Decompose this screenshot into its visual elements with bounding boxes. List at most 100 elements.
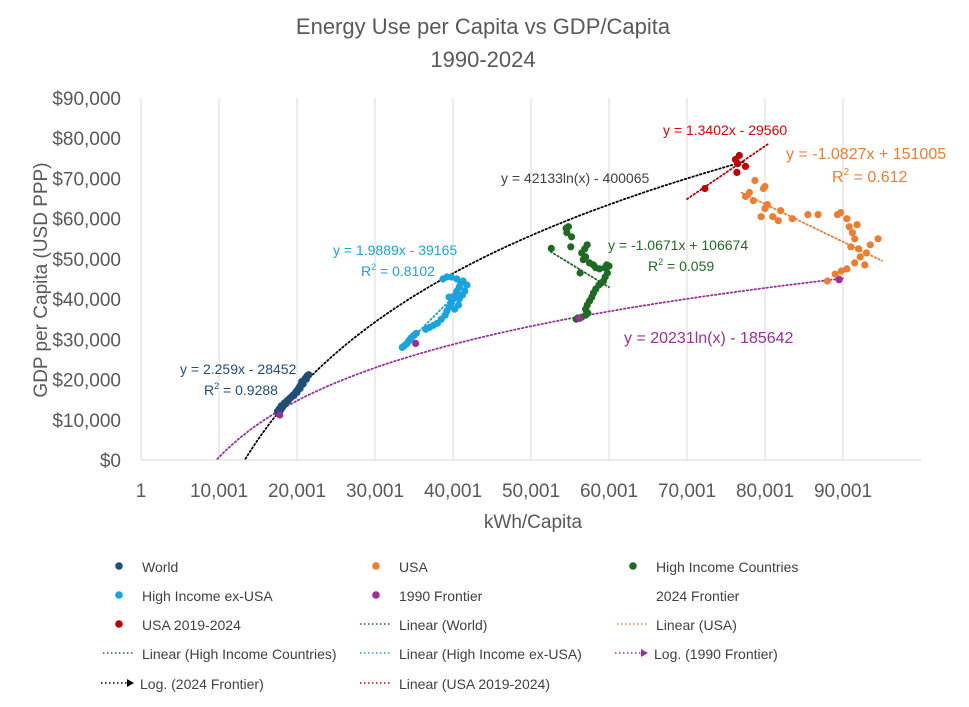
trendline-usa_recent [686, 142, 770, 200]
legend-item-hi_ex_usa: High Income ex-USA [115, 588, 273, 604]
point-high_income [564, 223, 573, 231]
legend-marker-world [115, 562, 123, 570]
legend-label: Linear (World) [399, 617, 487, 633]
point-usa [851, 259, 859, 267]
legend-label: Linear (USA) [656, 617, 737, 633]
point-usa [848, 229, 857, 237]
r2-world-label: R2 = 0.9288 [204, 381, 278, 398]
point-usa_recent [735, 151, 743, 160]
legend-label: World [142, 559, 178, 575]
point-usa [757, 213, 765, 221]
point-hi_ex_usa [445, 293, 453, 301]
legend-marker-high_income [629, 562, 637, 570]
point-usa [851, 235, 859, 243]
legend-label: Log. (2024 Frontier) [140, 676, 264, 692]
point-usa [763, 201, 771, 209]
equation-1990-frontier: y = 20231ln(x) - 185642 [624, 330, 794, 347]
legend-label: USA 2019-2024 [142, 617, 241, 633]
legend-item-usa_recent: USA 2019-2024 [115, 617, 241, 633]
legend-marker-frontier_1990 [372, 591, 380, 599]
r2-hi-ex-usa-label: R2 = 0.8102 [361, 262, 435, 279]
r2-hi-ex-usa-value: 0.8102 [392, 263, 435, 279]
point-frontier_1990 [276, 411, 284, 419]
point-usa [823, 277, 832, 285]
x-tick-label: 90,001 [814, 481, 872, 502]
x-axis-title: kWh/Capita [484, 512, 583, 533]
point-usa_recent [741, 162, 750, 170]
x-tick-label: 1 [136, 481, 147, 502]
point-hi_ex_usa [461, 287, 469, 295]
point-usa [855, 245, 863, 253]
y-tick-label: $50,000 [52, 250, 121, 271]
y-tick-label: $20,000 [52, 371, 121, 392]
trendline-equations: y = 2.259x - 28452 R2 = 0.9288 y = 1.988… [180, 122, 946, 398]
legend-item-usa: USA [372, 559, 428, 575]
equation-hi-ex-usa: y = 1.9889x - 39165 [333, 242, 457, 258]
legend-label: USA [399, 559, 428, 575]
point-hi_ex_usa [439, 275, 447, 283]
legend-item-usa: Linear (USA) [617, 617, 737, 633]
point-hi_ex_usa [453, 275, 461, 283]
point-frontier_1990 [835, 276, 843, 284]
point-usa [847, 243, 855, 251]
y-axis-title: GDP per Capita (USD PPP) [31, 162, 52, 397]
point-high_income [567, 243, 575, 251]
point-usa [856, 253, 864, 261]
legend-item-usa_recent: Linear (USA 2019-2024) [360, 676, 550, 692]
legend-marker-hi_ex_usa [115, 591, 123, 599]
point-usa [749, 197, 757, 205]
axis-ticks: 1 10,001 20,001 30,001 40,001 50,001 60,001 70,… [52, 89, 872, 502]
point-high_income [547, 244, 555, 252]
point-high_income [576, 269, 584, 277]
r2-high-income-value: 0.059 [679, 258, 714, 274]
point-usa [843, 265, 851, 273]
trendlines [216, 142, 883, 460]
point-usa [831, 270, 839, 278]
point-usa [769, 213, 777, 221]
y-tick-label: $30,000 [52, 330, 121, 351]
point-high_income [596, 265, 604, 273]
legend-arrow-frontier_2024 [127, 679, 134, 687]
y-tick-label: $10,000 [52, 411, 121, 432]
trendline-frontier_2024 [244, 160, 747, 460]
point-high_income [568, 233, 576, 241]
x-tick-label: 60,001 [580, 481, 638, 502]
legend-label: Log. (1990 Frontier) [654, 646, 778, 662]
point-high_income [583, 241, 591, 249]
legend-item-frontier_1990: 1990 Frontier [372, 588, 483, 604]
point-usa [788, 215, 796, 223]
x-tick-label: 10,001 [190, 481, 248, 502]
point-high_income [582, 253, 590, 261]
point-hi_ex_usa [454, 301, 463, 309]
point-usa [861, 261, 869, 269]
y-tick-label: $40,000 [52, 290, 121, 311]
legend-label: Linear (USA 2019-2024) [399, 676, 550, 692]
legend: World USA High Income Countries High Income… [101, 559, 798, 692]
equation-world: y = 2.259x - 28452 [180, 361, 297, 377]
point-hi_ex_usa [463, 281, 471, 289]
point-usa [837, 267, 846, 275]
legend-label: Linear (High Income Countries) [142, 646, 337, 662]
y-tick-label: $90,000 [52, 89, 121, 110]
point-usa [874, 235, 882, 243]
legend-marker-usa_recent [115, 620, 123, 628]
point-usa [845, 223, 853, 231]
point-usa [853, 221, 861, 229]
y-tick-label: $70,000 [52, 169, 121, 190]
r2-world-value: 0.9288 [235, 382, 278, 398]
equation-usa: y = -1.0827x + 151005 [786, 146, 946, 163]
y-tick-label: $60,000 [52, 210, 121, 231]
legend-item-high_income: High Income Countries [629, 559, 798, 575]
point-usa [761, 182, 769, 191]
x-tick-label: 50,001 [502, 481, 560, 502]
legend-item-frontier_1990: Log. (1990 Frontier) [615, 646, 778, 662]
legend-arrow-frontier_1990 [641, 649, 648, 657]
trendline-frontier_1990 [216, 277, 844, 460]
y-tick-label: $80,000 [52, 129, 121, 150]
point-world [298, 378, 306, 386]
point-usa [837, 209, 845, 217]
point-usa [866, 241, 874, 249]
legend-marker-usa [372, 562, 380, 570]
point-hi_ex_usa [412, 329, 420, 337]
